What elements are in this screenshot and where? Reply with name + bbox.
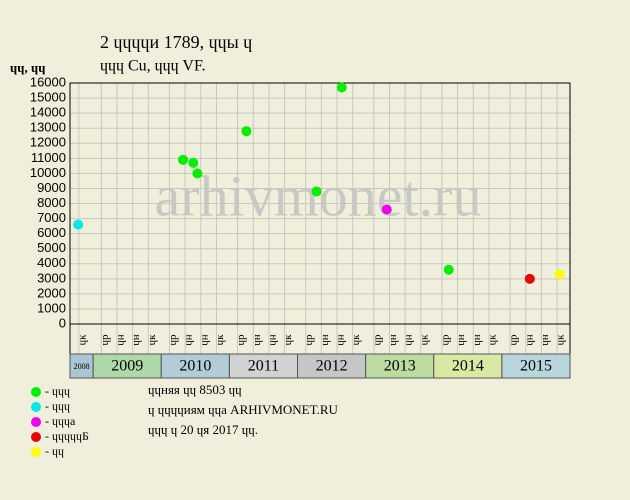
- year-band: [433, 353, 503, 379]
- chart-subtitle: ɥɥɥ Cu, ɥɥɥ VF.: [100, 58, 206, 75]
- legend-marker: [31, 417, 41, 427]
- x-tick-label: ɥн: [455, 334, 467, 346]
- x-tick-label: ɥр: [235, 334, 247, 346]
- y-axis-label: ɥɥ, ɥɥ: [10, 60, 45, 75]
- legend-label: - ɥɥɥа: [45, 414, 76, 428]
- y-tick-label: 3000: [37, 270, 66, 285]
- data-point: [73, 219, 84, 230]
- year-label: 2014: [452, 358, 484, 375]
- x-tick-label: ɥн: [266, 334, 278, 346]
- data-point: [381, 204, 392, 215]
- year-band: [297, 353, 367, 379]
- note: ɥɥɥ ɥ 20 ɥя 2017 ɥɥ.: [148, 422, 258, 437]
- legend-label: - ɥɥɥɥɥБ: [45, 429, 89, 443]
- note: ɥ ɥɥɥɥиям ɥɥа ARHIVMONET.RU: [148, 402, 339, 417]
- x-tick-label: ɥн: [539, 334, 551, 346]
- x-tick-label: ɥр: [439, 334, 451, 346]
- x-tick-label: ɥн: [115, 334, 127, 346]
- x-tick-label: ɥр: [371, 334, 383, 346]
- x-tick-label: ɥн: [403, 334, 415, 346]
- chart-title: 2 ɥɥɥɥи 1789, ɥɥы ɥ: [100, 32, 252, 52]
- year-label: 2010: [179, 358, 211, 375]
- x-tick-label: ɥн: [130, 334, 142, 346]
- x-tick-label: ɥк: [282, 334, 294, 346]
- x-tick-label: ɥк: [146, 334, 158, 346]
- y-tick-label: 12000: [30, 135, 66, 150]
- x-tick-label: ɥн: [387, 334, 399, 346]
- legend-label: - ɥɥ: [45, 444, 64, 458]
- y-tick-label: 13000: [30, 120, 66, 135]
- y-tick-label: 15000: [30, 90, 66, 105]
- legend-label: - ɥɥɥ: [45, 384, 70, 398]
- data-point: [192, 168, 203, 179]
- x-tick-label: ɥк: [214, 334, 226, 346]
- y-tick-label: 4000: [37, 255, 66, 270]
- data-point: [443, 264, 454, 275]
- year-label: 2015: [520, 358, 552, 375]
- year-band: [501, 353, 571, 379]
- year-label: 2012: [316, 358, 348, 375]
- x-tick-label: ɥн: [183, 334, 195, 346]
- y-tick-label: 1000: [37, 300, 66, 315]
- legend-marker: [31, 402, 41, 412]
- data-point: [524, 273, 535, 284]
- x-tick-label: ɥн: [523, 334, 535, 346]
- y-tick-label: 2000: [37, 285, 66, 300]
- year-label: 2008: [74, 362, 90, 371]
- data-point: [336, 82, 347, 93]
- y-tick-label: 10000: [30, 165, 66, 180]
- x-tick-label: ɥр: [99, 334, 111, 346]
- year-label: 2013: [384, 358, 416, 375]
- x-tick-label: ɥк: [350, 334, 362, 346]
- data-point: [178, 154, 189, 165]
- y-tick-label: 7000: [37, 210, 66, 225]
- year-band: [160, 353, 230, 379]
- data-point: [311, 186, 322, 197]
- x-tick-label: ɥр: [303, 334, 315, 346]
- year-band: [228, 353, 299, 379]
- x-tick-label: ɥк: [555, 334, 567, 346]
- y-tick-label: 9000: [37, 180, 66, 195]
- data-point: [188, 157, 199, 168]
- y-tick-label: 0: [59, 315, 66, 330]
- year-label: 2009: [111, 358, 143, 375]
- legend-marker: [31, 387, 41, 397]
- year-label: 2011: [248, 358, 279, 375]
- x-tick-label: ɥн: [198, 334, 210, 346]
- y-tick-label: 5000: [37, 240, 66, 255]
- y-tick-label: 11000: [31, 150, 66, 165]
- x-tick-label: ɥк: [76, 334, 88, 346]
- y-tick-label: 16000: [30, 74, 66, 89]
- legend-marker: [31, 447, 41, 457]
- legend-label: - ɥɥɥ: [45, 399, 70, 413]
- data-point: [241, 126, 252, 137]
- x-tick-label: ɥн: [471, 334, 483, 346]
- x-tick-label: ɥр: [508, 334, 520, 346]
- y-tick-label: 14000: [30, 105, 66, 120]
- note: ɥɥняя ɥɥ 8503 ɥɥ: [148, 382, 242, 397]
- x-tick-label: ɥн: [335, 334, 347, 346]
- legend-marker: [31, 432, 41, 442]
- x-tick-label: ɥн: [251, 334, 263, 346]
- x-tick-label: ɥк: [486, 334, 498, 346]
- year-band: [365, 353, 435, 379]
- x-tick-label: ɥк: [418, 334, 430, 346]
- y-tick-label: 8000: [37, 195, 66, 210]
- x-tick-label: ɥр: [167, 334, 179, 346]
- y-tick-label: 6000: [37, 225, 66, 240]
- x-tick-label: ɥн: [319, 334, 331, 346]
- data-point: [554, 269, 565, 280]
